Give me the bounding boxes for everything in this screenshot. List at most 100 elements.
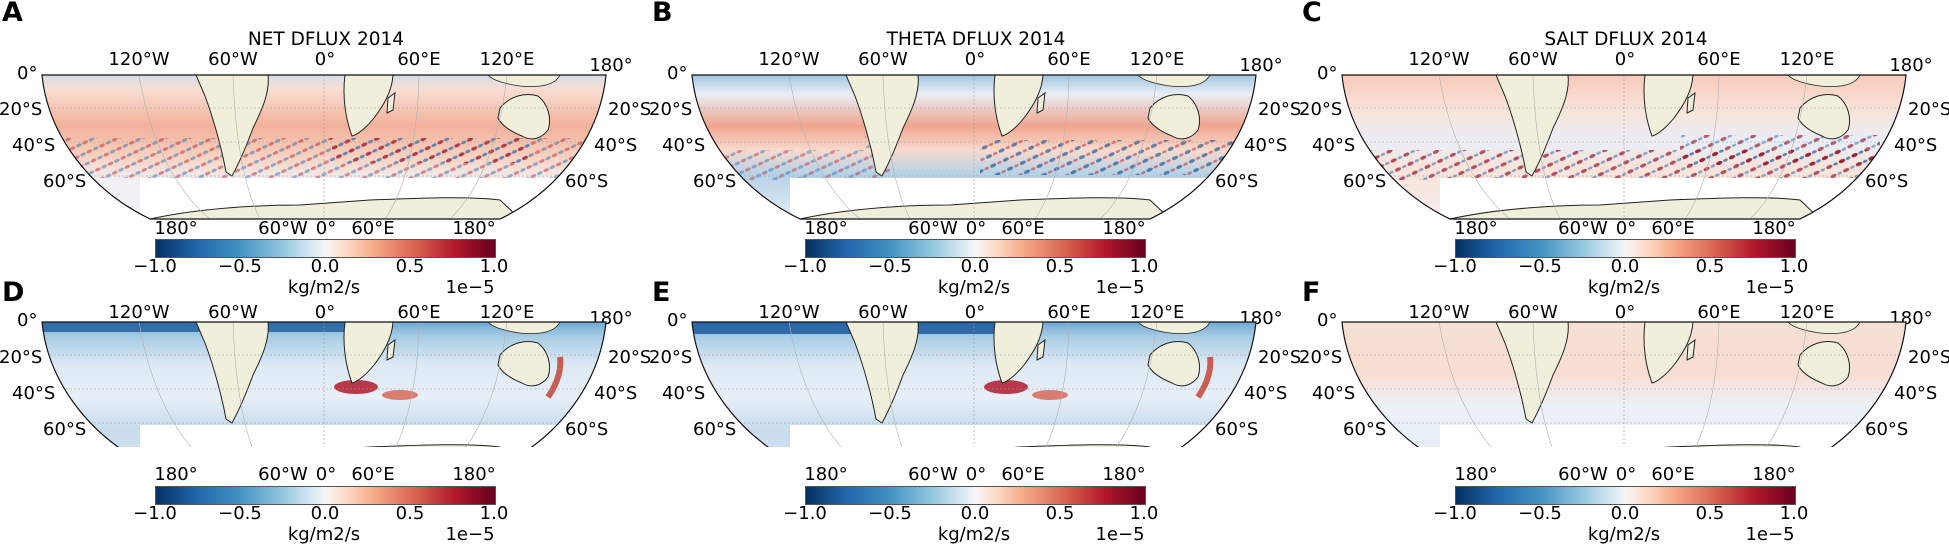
lat-label-20s-left: 20°S <box>649 347 693 368</box>
map-plot-a <box>41 74 607 220</box>
cbar-tick: −0.5 <box>218 503 262 524</box>
lon-label-0: 0° <box>964 302 986 323</box>
lon-label-120e: 120°E <box>479 302 535 323</box>
cbar-lon-180w: 180° <box>154 464 198 485</box>
colorbar-exponent: 1e−5 <box>1745 524 1795 545</box>
cbar-tick: 1.0 <box>479 503 509 524</box>
lat-label-60s-left: 60°S <box>1343 171 1387 192</box>
lat-label-60s-left: 60°S <box>43 419 87 440</box>
lat-label-40s-left: 40°S <box>662 383 706 404</box>
lon-label-60w: 60°W <box>858 302 908 323</box>
cbar-tick: 1.0 <box>1779 503 1809 524</box>
cbar-lon-0: 0° <box>965 464 987 485</box>
panel-letter: C <box>1302 0 1322 28</box>
cbar-lon-60e: 60°E <box>1001 464 1045 485</box>
cbar-lon-0: 0° <box>1615 218 1637 239</box>
lon-label-60e: 60°E <box>1697 302 1741 323</box>
lat-label-40s-right: 40°S <box>1894 383 1938 404</box>
cbar-tick: 0.0 <box>960 503 990 524</box>
lat-label-60s-left: 60°S <box>1343 419 1387 440</box>
lat-label-60s-left: 60°S <box>43 171 87 192</box>
cbar-tick: 1.0 <box>1779 256 1809 277</box>
lat-label-0: 0° <box>17 310 38 331</box>
cbar-lon-180e: 180° <box>452 218 496 239</box>
lon-label-120w: 120°W <box>108 302 170 323</box>
lat-label-60s-left: 60°S <box>693 171 737 192</box>
cbar-tick: 1.0 <box>1129 503 1159 524</box>
colorbar <box>1455 486 1796 505</box>
colorbar <box>805 486 1146 505</box>
lon-label-60e: 60°E <box>1697 49 1741 70</box>
map-plot-d <box>41 321 607 447</box>
cbar-lon-60e: 60°E <box>1651 218 1695 239</box>
colorbar <box>155 239 496 258</box>
cbar-lon-180w: 180° <box>1454 464 1498 485</box>
cbar-tick: −0.5 <box>1518 503 1562 524</box>
lon-label-60e: 60°E <box>397 49 441 70</box>
cbar-tick: −0.5 <box>868 256 912 277</box>
lat-label-20s-left: 20°S <box>0 347 43 368</box>
panel-e: E 120°W 60°W 0° 60°E 120°E 180° 0° 20°S … <box>649 277 1301 554</box>
lat-label-40s-left: 40°S <box>12 135 56 156</box>
lon-label-0: 0° <box>964 49 986 70</box>
colorbar-exponent: 1e−5 <box>1095 277 1145 298</box>
panel-b: B THETA DFLUX 2014 120°W 60°W 0° 60°E 12… <box>649 0 1301 298</box>
cbar-lon-60e: 60°E <box>351 218 395 239</box>
lon-label-0: 0° <box>1614 49 1636 70</box>
cbar-tick: 0.0 <box>1610 503 1640 524</box>
lat-label-40s-left: 40°S <box>12 383 56 404</box>
cbar-tick: 0.0 <box>310 256 340 277</box>
lon-label-0: 0° <box>314 302 336 323</box>
lat-label-60s-left: 60°S <box>693 419 737 440</box>
cbar-tick: −1.0 <box>1433 503 1477 524</box>
panel-letter: E <box>652 277 671 308</box>
cbar-tick: 0.5 <box>395 256 425 277</box>
lat-label-20s-left: 20°S <box>0 99 43 120</box>
lon-label-0: 0° <box>314 49 336 70</box>
panel-title: SALT DFLUX 2014 <box>1544 29 1708 50</box>
map-plot-c <box>1341 74 1907 220</box>
lat-label-20s-right: 20°S <box>608 99 652 120</box>
lon-label-180: 180° <box>589 55 633 76</box>
cbar-tick: −1.0 <box>783 256 827 277</box>
map-plot-e <box>691 321 1257 447</box>
lon-label-120e: 120°E <box>1779 49 1835 70</box>
lat-label-60s-right: 60°S <box>1215 419 1259 440</box>
lon-label-60w: 60°W <box>208 49 258 70</box>
colorbar-exponent: 1e−5 <box>1745 277 1795 298</box>
lat-label-0: 0° <box>1317 310 1338 331</box>
cbar-lon-60w: 60°W <box>908 464 958 485</box>
lon-label-60w: 60°W <box>208 302 258 323</box>
cbar-tick: 0.5 <box>1695 503 1725 524</box>
lon-label-60w: 60°W <box>1508 302 1558 323</box>
lat-label-40s-right: 40°S <box>594 383 638 404</box>
lat-label-40s-left: 40°S <box>662 135 706 156</box>
lon-label-120e: 120°E <box>1779 302 1835 323</box>
panel-letter: B <box>652 0 673 28</box>
cbar-tick: 0.5 <box>1045 256 1075 277</box>
lat-label-0: 0° <box>1317 63 1338 84</box>
lat-label-20s-left: 20°S <box>1299 99 1343 120</box>
cbar-lon-180e: 180° <box>1752 464 1796 485</box>
lon-label-60e: 60°E <box>397 302 441 323</box>
cbar-lon-60w: 60°W <box>1558 464 1608 485</box>
cbar-tick: 0.0 <box>310 503 340 524</box>
cbar-tick: −0.5 <box>868 503 912 524</box>
cbar-tick: −1.0 <box>783 503 827 524</box>
cbar-lon-60w: 60°W <box>258 464 308 485</box>
panel-letter: F <box>1302 277 1321 308</box>
lon-label-120e: 120°E <box>479 49 535 70</box>
cbar-tick: −1.0 <box>1433 256 1477 277</box>
cbar-lon-60w: 60°W <box>258 218 308 239</box>
lat-label-20s-left: 20°S <box>649 99 693 120</box>
colorbar <box>805 239 1146 258</box>
colorbar-unit-label: kg/m2/s <box>287 277 361 298</box>
lon-label-60w: 60°W <box>858 49 908 70</box>
cbar-lon-0: 0° <box>1615 464 1637 485</box>
map-plot-f <box>1341 321 1907 447</box>
cbar-lon-180w: 180° <box>804 464 848 485</box>
cbar-tick: −1.0 <box>133 503 177 524</box>
panel-letter: D <box>2 277 25 308</box>
cbar-lon-180w: 180° <box>804 218 848 239</box>
cbar-lon-180e: 180° <box>1102 218 1146 239</box>
